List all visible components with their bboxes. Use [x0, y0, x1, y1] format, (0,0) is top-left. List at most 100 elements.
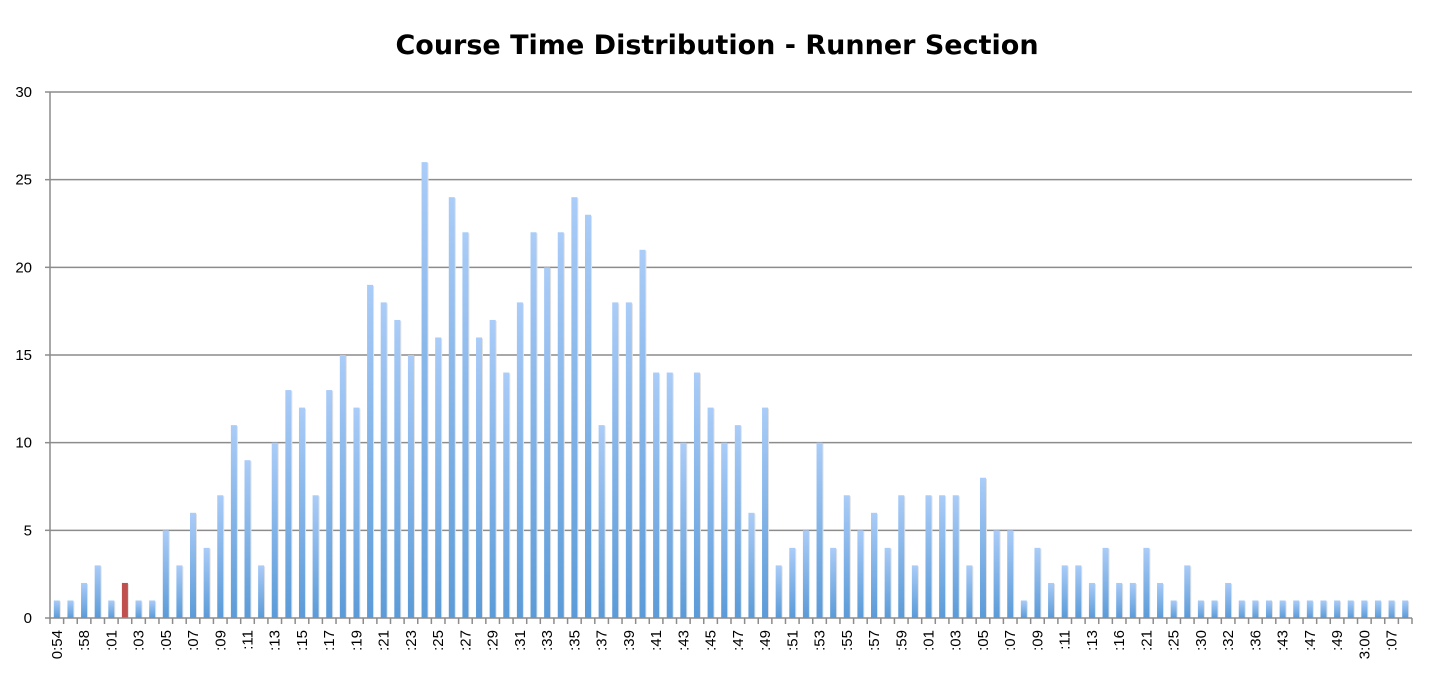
x-tick-label: :15 — [294, 630, 311, 651]
x-tick-label: :05 — [975, 630, 992, 651]
x-tick-label: :25 — [1166, 630, 1183, 651]
bar — [666, 372, 673, 618]
bar — [625, 302, 632, 618]
bar — [1007, 530, 1014, 618]
bar — [653, 372, 660, 618]
bar — [230, 425, 237, 618]
bar — [162, 530, 169, 618]
x-tick-label: :36 — [1247, 630, 1264, 651]
bar — [1102, 547, 1109, 618]
bar — [503, 372, 510, 618]
bar — [516, 302, 523, 618]
bar — [435, 337, 442, 618]
bar — [271, 442, 278, 618]
bar — [94, 565, 101, 618]
bar — [1075, 565, 1082, 618]
x-tick-label: :13 — [1084, 630, 1101, 651]
bar-highlighted — [121, 582, 128, 618]
x-tick-label: :59 — [893, 630, 910, 651]
bar — [1225, 582, 1232, 618]
x-tick-label: :47 — [730, 630, 747, 651]
y-tick-label: 0 — [24, 610, 32, 627]
bar — [1293, 600, 1300, 618]
x-tick-label: 3:00 — [1356, 630, 1373, 659]
x-tick-label: :11 — [1057, 630, 1074, 650]
x-tick-label: :19 — [348, 630, 365, 651]
bar — [584, 214, 591, 618]
bar — [734, 425, 741, 618]
x-tick-label: :55 — [839, 630, 856, 651]
bar — [462, 232, 469, 618]
x-tick-label: :09 — [212, 630, 229, 651]
x-tick-label: :32 — [1220, 630, 1237, 651]
bar — [353, 407, 360, 618]
x-tick-label: :07 — [1002, 630, 1019, 651]
y-tick-label: 5 — [24, 522, 32, 539]
x-tick-label: :17 — [321, 630, 338, 651]
x-tick-label: :27 — [457, 630, 474, 651]
bar — [367, 284, 374, 618]
bar — [1184, 565, 1191, 618]
x-tick-label: :31 — [512, 630, 529, 651]
bar — [407, 355, 414, 618]
x-tick-label: :07 — [185, 630, 202, 651]
bar — [693, 372, 700, 618]
x-tick-label: :43 — [1275, 630, 1292, 651]
bar — [1129, 582, 1136, 618]
bar — [530, 232, 537, 618]
bar — [421, 162, 428, 618]
bar — [979, 477, 986, 618]
x-tick-label: :39 — [621, 630, 638, 651]
bar — [476, 337, 483, 618]
x-tick-label: :16 — [1111, 630, 1128, 651]
bar — [176, 565, 183, 618]
bar — [1034, 547, 1041, 618]
x-tick-label: :23 — [403, 630, 420, 651]
bar — [326, 390, 333, 618]
bar — [557, 232, 564, 618]
bar — [1157, 582, 1164, 618]
bar — [1252, 600, 1259, 618]
x-tick-label: :01 — [103, 630, 120, 651]
bar — [925, 495, 932, 618]
bar — [1265, 600, 1272, 618]
x-tick-label: :47 — [1302, 630, 1319, 651]
bar — [884, 547, 891, 618]
bar — [285, 390, 292, 618]
bar — [612, 302, 619, 618]
bar — [108, 600, 115, 618]
bar — [911, 565, 918, 618]
bar — [680, 442, 687, 618]
x-tick-label: :11 — [239, 630, 256, 650]
bar — [939, 495, 946, 618]
x-tick-label: :35 — [566, 630, 583, 651]
bar — [1116, 582, 1123, 618]
x-tick-label: :45 — [703, 630, 720, 651]
bar — [1211, 600, 1218, 618]
x-tick-label: :03 — [948, 630, 965, 651]
bar — [1306, 600, 1313, 618]
bar — [871, 512, 878, 618]
bar — [1347, 600, 1354, 618]
bar — [830, 547, 837, 618]
x-tick-label: 0:54 — [49, 630, 66, 659]
x-tick-label: :30 — [1193, 630, 1210, 651]
x-tick-label: :37 — [594, 630, 611, 651]
y-tick-label: 10 — [15, 435, 32, 452]
bar — [544, 267, 551, 618]
x-tick-label: :29 — [485, 630, 502, 651]
bar — [571, 197, 578, 618]
bar — [1020, 600, 1027, 618]
bar — [1048, 582, 1055, 618]
y-tick-label: 15 — [15, 347, 32, 364]
bar — [1143, 547, 1150, 618]
x-tick-label: :13 — [267, 630, 284, 651]
x-tick-label: :58 — [76, 630, 93, 651]
bar — [1388, 600, 1395, 618]
bar — [203, 547, 210, 618]
bar — [1088, 582, 1095, 618]
bar — [707, 407, 714, 618]
bar — [1374, 600, 1381, 618]
bar — [802, 530, 809, 618]
